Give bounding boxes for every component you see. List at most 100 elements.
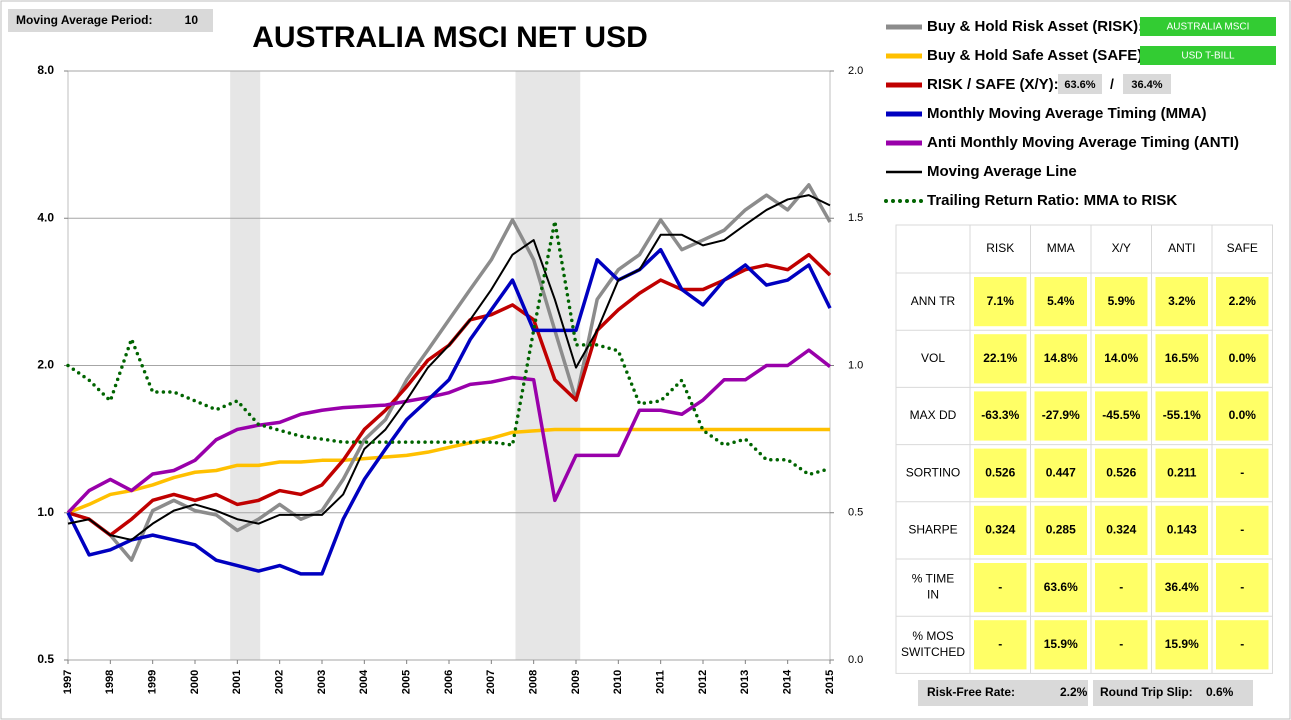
legend-label: Trailing Return Ratio: MMA to RISK [927,192,1177,209]
y-tick-label: 2.0 [37,358,54,372]
slip: 0.6% [1206,685,1234,699]
cell-value: 0.143 [1167,523,1197,537]
cell-value: - [998,580,1002,594]
cell-value: 16.5% [1165,351,1199,365]
table-cell [1155,391,1208,441]
table-cell [1216,334,1269,384]
x-tick-label: 2013 [739,670,751,694]
table-header: RISK [986,241,1014,255]
cell-value: 0.0% [1229,408,1257,422]
cell-value: -63.3% [981,408,1019,422]
legend-label: RISK / SAFE (X/Y): [927,76,1059,93]
table-cell [1216,563,1269,613]
legend-label: Anti Monthly Moving Average Timing (ANTI… [927,134,1239,151]
x-tick-label: 2003 [316,670,328,694]
cell-value: 63.6% [1044,580,1078,594]
table-cell [1034,391,1087,441]
y2-tick-label: 2.0 [848,65,863,77]
table-cell [1155,505,1208,555]
risk-free-label: Risk-Free Rate: [927,685,1015,699]
x-tick-label: 2006 [443,670,455,694]
cell-value: 14.8% [1044,351,1078,365]
legend-label: Monthly Moving Average Timing (MMA) [927,105,1206,122]
safe-asset-box [1140,46,1276,65]
cell-value: 14.0% [1104,351,1138,365]
alloc-safe: 36.4% [1131,79,1162,91]
table-cell [974,563,1027,613]
table-cell [1155,563,1208,613]
cell-value: - [1240,523,1244,537]
alloc-box [1058,74,1102,94]
table-cell [1155,277,1208,327]
table-cell [1216,391,1269,441]
footer-box [918,680,1088,706]
period-label: Moving Average Period: [16,13,152,27]
x-tick-label: 2005 [401,670,413,694]
y-tick-label: 0.5 [37,652,54,666]
cell-value: 2.2% [1229,294,1257,308]
cell-value: 15.9% [1044,637,1078,651]
y2-tick-label: 1.0 [848,359,863,371]
table-cell [1034,505,1087,555]
table-cell [1095,563,1148,613]
table-cell [974,277,1027,327]
alloc-box [1123,74,1171,94]
cell-value: 0.324 [985,523,1015,537]
x-tick-label: 2008 [528,670,540,694]
table-cell [1034,277,1087,327]
table-cell [1034,334,1087,384]
cell-value: 22.1% [983,351,1017,365]
x-tick-label: 2009 [570,670,582,694]
cell-value: 5.9% [1108,294,1136,308]
table-header: SAFE [1227,241,1258,255]
risk-free: 2.2% [1060,685,1088,699]
table-cell [1095,448,1148,498]
y-tick-label: 8.0 [37,63,54,77]
row-label: SORTINO [906,465,960,479]
x-tick-label: 2015 [824,670,836,694]
cell-value: 0.447 [1046,465,1076,479]
cell-value: 0.324 [1106,523,1136,537]
safe-asset: USD T-BILL [1181,51,1235,62]
table-cell [1034,448,1087,498]
cell-value: - [1240,580,1244,594]
cell-value: -27.9% [1042,408,1080,422]
table-cell [1095,277,1148,327]
y-tick-label: 4.0 [37,210,54,224]
cell-value: 7.1% [987,294,1015,308]
cell-value: - [1119,637,1123,651]
series-line [66,219,832,477]
cell-value: - [998,637,1002,651]
legend-label: Buy & Hold Safe Asset (SAFE): [927,47,1147,64]
x-tick-label: 1999 [147,670,159,694]
legend-label: Buy & Hold Risk Asset (RISK): [927,18,1143,35]
table-cell [1155,448,1208,498]
table-cell [1216,448,1269,498]
cell-value: 15.9% [1165,637,1199,651]
table-cell [1155,620,1208,670]
series-line [66,247,832,576]
y2-tick-label: 1.5 [848,212,863,224]
table-cell [1216,277,1269,327]
row-label: ANN TR [911,294,956,308]
table-cell [1034,563,1087,613]
table-cell [974,334,1027,384]
alloc-risk: 63.6% [1064,79,1095,91]
x-tick-label: 2010 [612,670,624,694]
alloc-separator: / [1110,76,1114,92]
cell-value: 36.4% [1165,580,1199,594]
table-cell [1216,505,1269,555]
y-tick-label: 1.0 [37,505,54,519]
series-line [67,183,832,562]
x-tick-label: 2001 [231,670,243,694]
table-cell [974,620,1027,670]
row-label: % TIME IN [912,572,954,602]
row-label: MAX DD [910,408,957,422]
chart-title: AUSTRALIA MSCI NET USD [252,21,648,54]
x-tick-label: 2004 [358,669,370,694]
table-header: MMA [1047,241,1075,255]
period-value: 10 [185,13,199,27]
x-tick-label: 1998 [104,670,116,694]
